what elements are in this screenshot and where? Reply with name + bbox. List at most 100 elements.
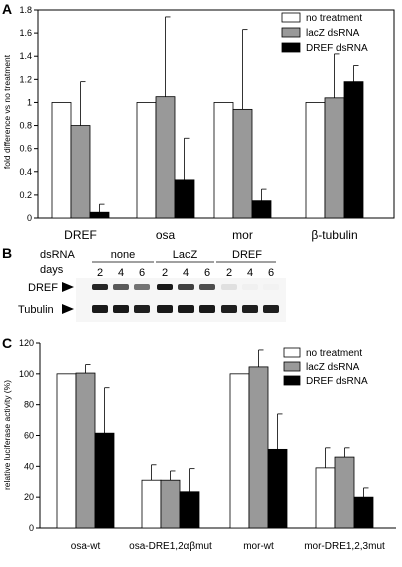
band-dref (92, 284, 108, 290)
bar-no-treatment (315, 467, 336, 529)
y-tick-label: 0 (27, 213, 32, 223)
panel-c-legend: no treatment lacZ dsRNA DREF dsRNA (283, 347, 368, 387)
dsrna-label: dsRNA (40, 249, 76, 261)
band-tubulin (221, 305, 237, 313)
legend-label-lacz: lacZ dsRNA (306, 362, 360, 373)
category-label: osa (156, 228, 176, 242)
bar-dref (174, 179, 195, 219)
bar-no-treatment (56, 373, 77, 529)
legend-label-no-treatment: no treatment (306, 348, 362, 359)
panel-a-letter: A (2, 1, 12, 17)
band-dref (113, 284, 129, 290)
day-label: 2 (97, 267, 103, 279)
day-label: 4 (118, 267, 124, 279)
group-label-none: none (111, 249, 135, 261)
band-dref (221, 284, 237, 290)
category-label: osa-DRE1,2αβmut (129, 541, 212, 552)
bar-lacz (232, 108, 253, 219)
y-tick-label: 120 (19, 338, 34, 348)
panel-c-categories: osa-wt osa-DRE1,2αβmut mor-wt mor-DRE1,2,3m… (71, 541, 385, 552)
bar-dref (89, 211, 110, 219)
day-labels: 2 4 6 2 4 6 2 4 6 (97, 267, 274, 279)
bar-lacz (334, 456, 355, 529)
day-label: 2 (162, 267, 168, 279)
bar-dref (94, 432, 115, 529)
legend-swatch-lacz (283, 361, 301, 372)
band-dref (263, 284, 279, 290)
bar-no-treatment (229, 373, 250, 529)
bar-dref (267, 448, 288, 529)
y-tick-label: 0.4 (19, 167, 32, 177)
band-dref (178, 284, 194, 290)
band-tubulin (263, 305, 279, 313)
day-label: 6 (204, 267, 210, 279)
y-tick-label: 1.6 (19, 28, 32, 38)
bar-lacz (75, 372, 96, 529)
bar-lacz (155, 96, 176, 219)
days-label: days (40, 264, 64, 276)
y-tick-label: 40 (24, 461, 34, 471)
y-tick-label: 0.8 (19, 121, 32, 131)
category-label: mor (232, 228, 253, 242)
bar-dref (353, 496, 374, 529)
y-tick-label: 1 (27, 97, 32, 107)
band-tubulin (178, 305, 194, 313)
y-tick-label: 1.8 (19, 5, 32, 15)
category-label: mor-DRE1,2,3mut (304, 541, 385, 552)
panel-a-categories: DREF osa mor β-tubulin (64, 228, 357, 242)
legend-label-lacz: lacZ dsRNA (306, 28, 360, 39)
legend-swatch-lacz (281, 27, 301, 38)
band-tubulin (134, 305, 150, 313)
y-tick-label: 0.2 (19, 190, 32, 200)
panel-a-bars (51, 16, 364, 219)
panel-c-y-ticks: 0 20 40 60 80 100 120 (19, 338, 40, 533)
band-tubulin (199, 305, 215, 313)
bar-dref (343, 81, 364, 219)
bar-no-treatment (213, 102, 234, 219)
group-label-lacz: LacZ (173, 249, 198, 261)
day-label: 6 (139, 267, 145, 279)
legend-swatch-no-treatment (281, 12, 301, 23)
category-label: osa-wt (71, 541, 101, 552)
y-tick-label: 1.4 (19, 51, 32, 61)
panel-c-ylabel: relative luciferase activity (%) (2, 380, 12, 490)
bar-lacz (70, 125, 91, 219)
bar-dref (251, 200, 272, 219)
y-tick-label: 60 (24, 431, 34, 441)
legend-label-dref: DREF dsRNA (306, 43, 368, 54)
day-label: 6 (268, 267, 274, 279)
band-tubulin (157, 305, 173, 313)
category-label: mor-wt (243, 541, 274, 552)
bar-no-treatment (305, 102, 326, 219)
legend-swatch-dref (281, 42, 301, 53)
band-tubulin (113, 305, 129, 313)
band-dref (242, 284, 258, 290)
y-tick-label: 80 (24, 400, 34, 410)
panel-a-legend: no treatment lacZ dsRNA DREF dsRNA (281, 12, 368, 54)
bar-no-treatment (136, 102, 157, 219)
row-label-dref: DREF (28, 282, 58, 294)
day-label: 4 (247, 267, 253, 279)
legend-label-dref: DREF dsRNA (306, 376, 368, 387)
group-labels: none LacZ DREF (92, 249, 276, 263)
panel-c-letter: C (2, 335, 12, 351)
legend-swatch-dref (283, 375, 301, 386)
blot-bands (92, 284, 279, 313)
panel-c-bars (56, 349, 374, 529)
bar-no-treatment (141, 479, 162, 529)
y-tick-label: 1.2 (19, 74, 32, 84)
y-tick-label: 0 (29, 523, 34, 533)
panel-b-letter: B (2, 245, 12, 261)
band-tubulin (242, 305, 258, 313)
band-dref (199, 284, 215, 290)
y-tick-label: 0.6 (19, 144, 32, 154)
arrow-dref-icon (62, 282, 74, 292)
legend-swatch-no-treatment (283, 347, 301, 358)
band-dref (134, 284, 150, 290)
legend-label-no-treatment: no treatment (306, 13, 362, 24)
arrow-tubulin-icon (62, 304, 74, 314)
bar-lacz (324, 97, 345, 219)
row-label-tubulin: Tubulin (18, 304, 54, 316)
bar-dref (179, 491, 200, 529)
